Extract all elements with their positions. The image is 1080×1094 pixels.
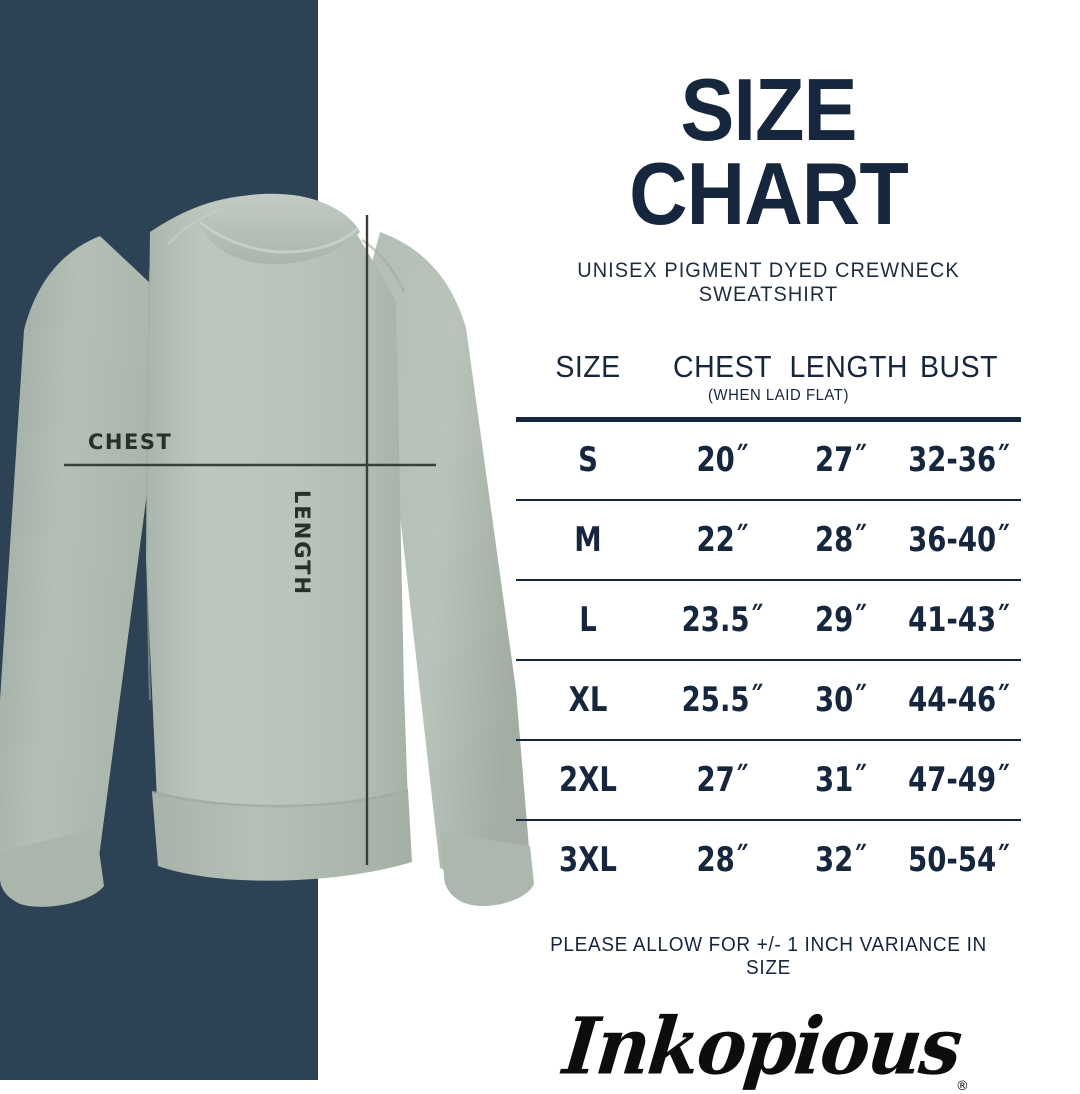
cell-chest: 20˝ — [666, 417, 779, 500]
cell-length: 30˝ — [790, 658, 892, 740]
column-header-size: SIZE — [555, 349, 621, 385]
garment-left-shoulder-seam — [167, 206, 225, 245]
cell-size: XL — [523, 658, 653, 740]
cell-chest: 22˝ — [666, 498, 779, 580]
cell-chest: 28˝ — [666, 818, 779, 900]
table-row: S 20˝ 27˝ 32-36˝ — [516, 417, 1021, 500]
table-row: L 23.5˝ 29˝ 41-43˝ — [516, 578, 1021, 660]
chest-measure-label: CHEST — [88, 430, 173, 454]
cell-bust: 36-40˝ — [903, 498, 1015, 580]
cell-chest: 23.5˝ — [666, 578, 779, 660]
column-header-bust: BUST — [920, 349, 998, 385]
size-table-head: SIZE CHEST LENGTH BUST (WHEN LAID FLAT) — [516, 349, 1021, 420]
table-row: 3XL 28˝ 32˝ 50-54˝ — [516, 818, 1021, 900]
garment-hem-rib — [152, 790, 412, 881]
garment-right-sleeve — [362, 232, 530, 883]
cell-size: 2XL — [523, 738, 653, 820]
garment-right-cuff — [440, 832, 534, 906]
cell-size: L — [523, 578, 653, 660]
table-header-row: SIZE CHEST LENGTH BUST — [516, 349, 1021, 387]
cell-length: 29˝ — [790, 578, 892, 660]
cell-length: 28˝ — [790, 498, 892, 580]
cell-bust: 32-36˝ — [903, 417, 1015, 500]
brand-wordmark: Inkopious — [559, 1001, 965, 1093]
cell-size: 3XL — [523, 818, 653, 900]
cell-bust: 47-49˝ — [903, 738, 1015, 820]
title-block: SIZE CHART UNISEX PIGMENT DYED CREWNECK … — [516, 0, 1021, 307]
page-subtitle: UNISEX PIGMENT DYED CREWNECK SWEATSHIRT — [577, 259, 960, 307]
table-header-note-row: (WHEN LAID FLAT) — [516, 387, 1021, 420]
table-row: 2XL 27˝ 31˝ 47-49˝ — [516, 738, 1021, 820]
brand-logo: Inkopious® — [516, 1001, 1021, 1094]
garment-body — [146, 195, 410, 879]
cell-bust: 41-43˝ — [903, 578, 1015, 660]
cell-length: 31˝ — [790, 738, 892, 820]
garment-illustration — [0, 0, 545, 1080]
garment-collar-stitch — [199, 220, 360, 254]
garment-left-cuff — [0, 828, 104, 907]
size-table: SIZE CHEST LENGTH BUST (WHEN LAID FLAT) … — [516, 349, 1021, 900]
length-measure-label: LENGTH — [290, 490, 314, 597]
cell-bust: 50-54˝ — [903, 818, 1015, 900]
table-row: XL 25.5˝ 30˝ 44-46˝ — [516, 658, 1021, 740]
cell-size: M — [523, 498, 653, 580]
column-header-length: LENGTH — [789, 349, 908, 385]
garment-left-armhole-seam — [146, 269, 151, 701]
size-table-body: S 20˝ 27˝ 32-36˝ M 22˝ 28˝ 36-40˝ L 23.5… — [516, 417, 1021, 900]
page-title: SIZE CHART — [629, 60, 909, 243]
garment-left-sleeve — [0, 236, 168, 896]
header-note-when-laid-flat: (WHEN LAID FLAT) — [708, 387, 849, 405]
size-chart-content: SIZE CHART UNISEX PIGMENT DYED CREWNECK … — [516, 0, 1021, 1094]
table-row: M 22˝ 28˝ 36-40˝ — [516, 498, 1021, 580]
cell-bust: 44-46˝ — [903, 658, 1015, 740]
cell-length: 32˝ — [790, 818, 892, 900]
cell-length: 27˝ — [790, 417, 892, 500]
cell-chest: 27˝ — [666, 738, 779, 820]
column-header-chest: CHEST — [673, 349, 772, 385]
garment-hem-seam — [151, 788, 409, 808]
variance-disclaimer: PLEASE ALLOW FOR +/- 1 INCH VARIANCE IN … — [550, 933, 987, 979]
registered-trademark-icon: ® — [955, 1078, 969, 1094]
cell-chest: 25.5˝ — [666, 658, 779, 740]
cell-size: S — [523, 417, 653, 500]
